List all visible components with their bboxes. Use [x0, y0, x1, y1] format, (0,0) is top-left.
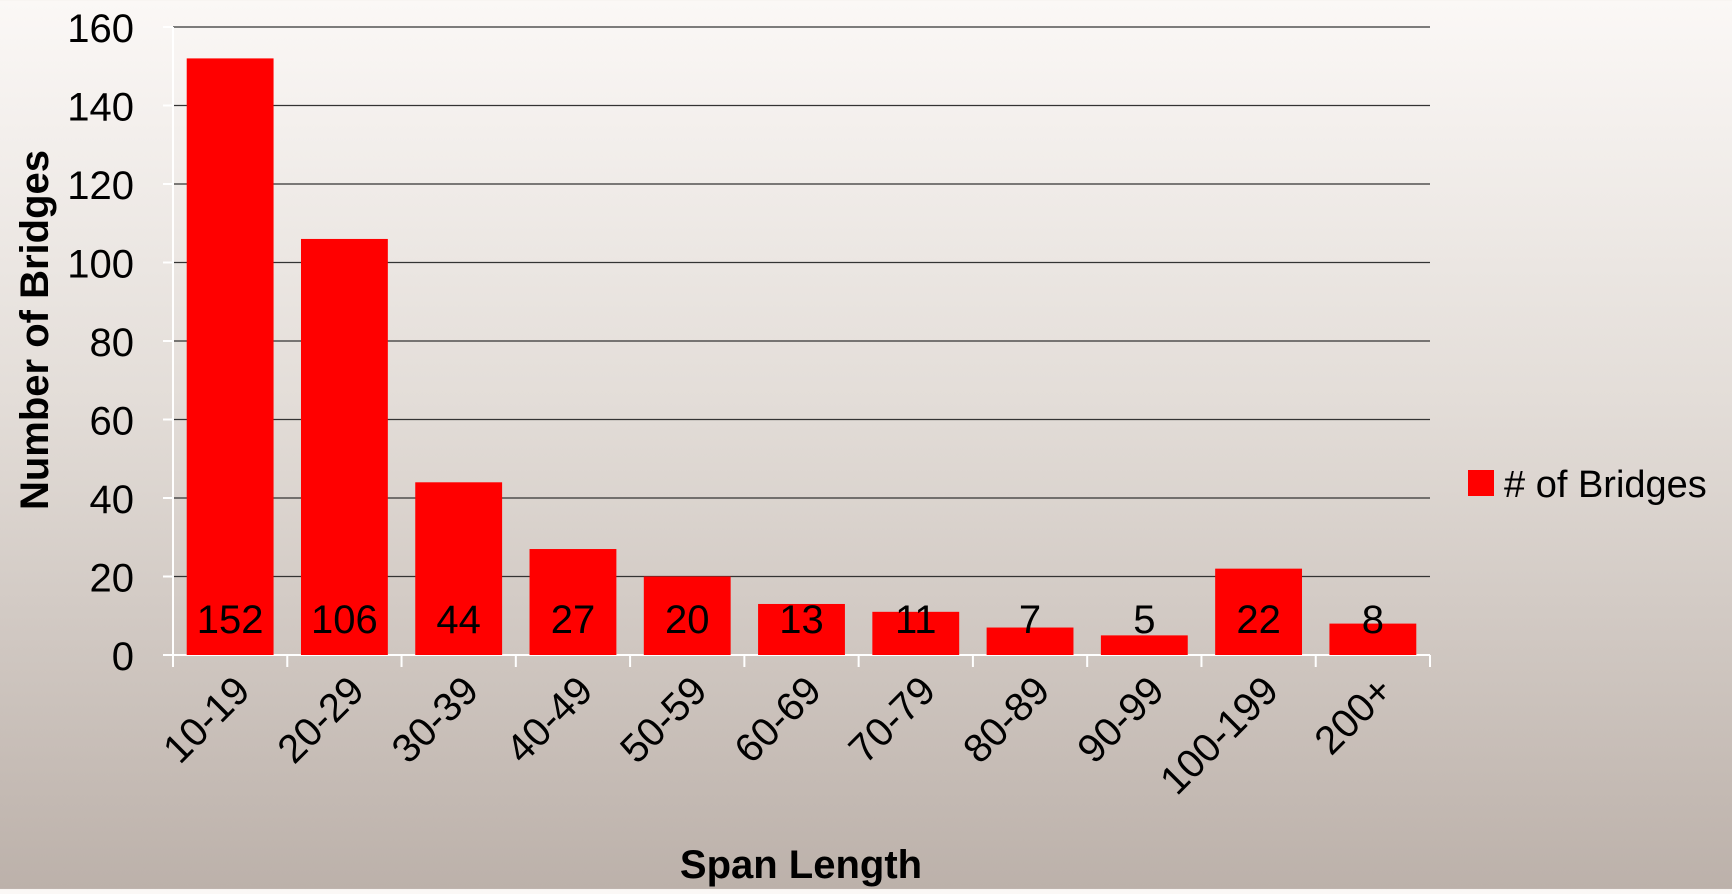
y-tick-label: 100 — [67, 243, 134, 287]
x-tick-label: 20-29 — [269, 668, 372, 771]
x-tick-label: 40-49 — [498, 668, 601, 771]
data-label: 44 — [436, 598, 481, 642]
x-tick-label: 30-39 — [384, 668, 487, 771]
bar — [187, 58, 274, 655]
data-label: 22 — [1236, 598, 1281, 642]
data-label: 7 — [1019, 598, 1041, 642]
data-label: 13 — [779, 598, 824, 642]
legend-swatch — [1468, 470, 1494, 496]
data-label: 5 — [1133, 598, 1155, 642]
data-label: 27 — [551, 598, 596, 642]
x-tick-label: 10-19 — [155, 668, 258, 771]
x-tick-label: 200+ — [1306, 668, 1401, 763]
bars — [187, 58, 1417, 655]
x-tick-labels: 10-19 20-29 30-39 40-49 50-59 60-69 70-79 80-89… — [155, 668, 1401, 803]
data-label: 11 — [895, 598, 937, 642]
y-tick-label: 80 — [90, 321, 135, 365]
y-tick-label: 0 — [112, 635, 134, 679]
data-labels: 152 106 44 27 20 13 11 7 5 22 8 — [197, 598, 1384, 642]
y-tick-label: 40 — [90, 478, 135, 522]
data-label: 8 — [1362, 598, 1384, 642]
data-label: 152 — [197, 598, 264, 642]
x-tick-label: 60-69 — [726, 668, 829, 771]
y-tick-label: 60 — [90, 400, 135, 444]
y-tick-labels: 0 20 40 60 80 100 120 140 160 — [67, 7, 134, 679]
legend-label: # of Bridges — [1504, 464, 1707, 506]
y-tick-label: 160 — [67, 7, 134, 51]
data-label: 20 — [665, 598, 710, 642]
x-tick-label: 90-99 — [1069, 668, 1172, 771]
x-tick-label: 70-79 — [841, 668, 944, 771]
x-tick-label: 100-199 — [1152, 668, 1287, 803]
y-tick-label: 140 — [67, 86, 134, 130]
x-tick-label: 80-89 — [955, 668, 1058, 771]
x-tick-label: 50-59 — [612, 668, 715, 771]
y-tick-label: 20 — [90, 557, 135, 601]
data-label: 106 — [311, 598, 378, 642]
legend: # of Bridges — [1468, 464, 1707, 506]
bar — [301, 239, 388, 655]
y-tick-label: 120 — [67, 164, 134, 208]
y-axis-title: Number of Bridges — [13, 150, 57, 510]
x-axis-title: Span Length — [680, 843, 922, 887]
